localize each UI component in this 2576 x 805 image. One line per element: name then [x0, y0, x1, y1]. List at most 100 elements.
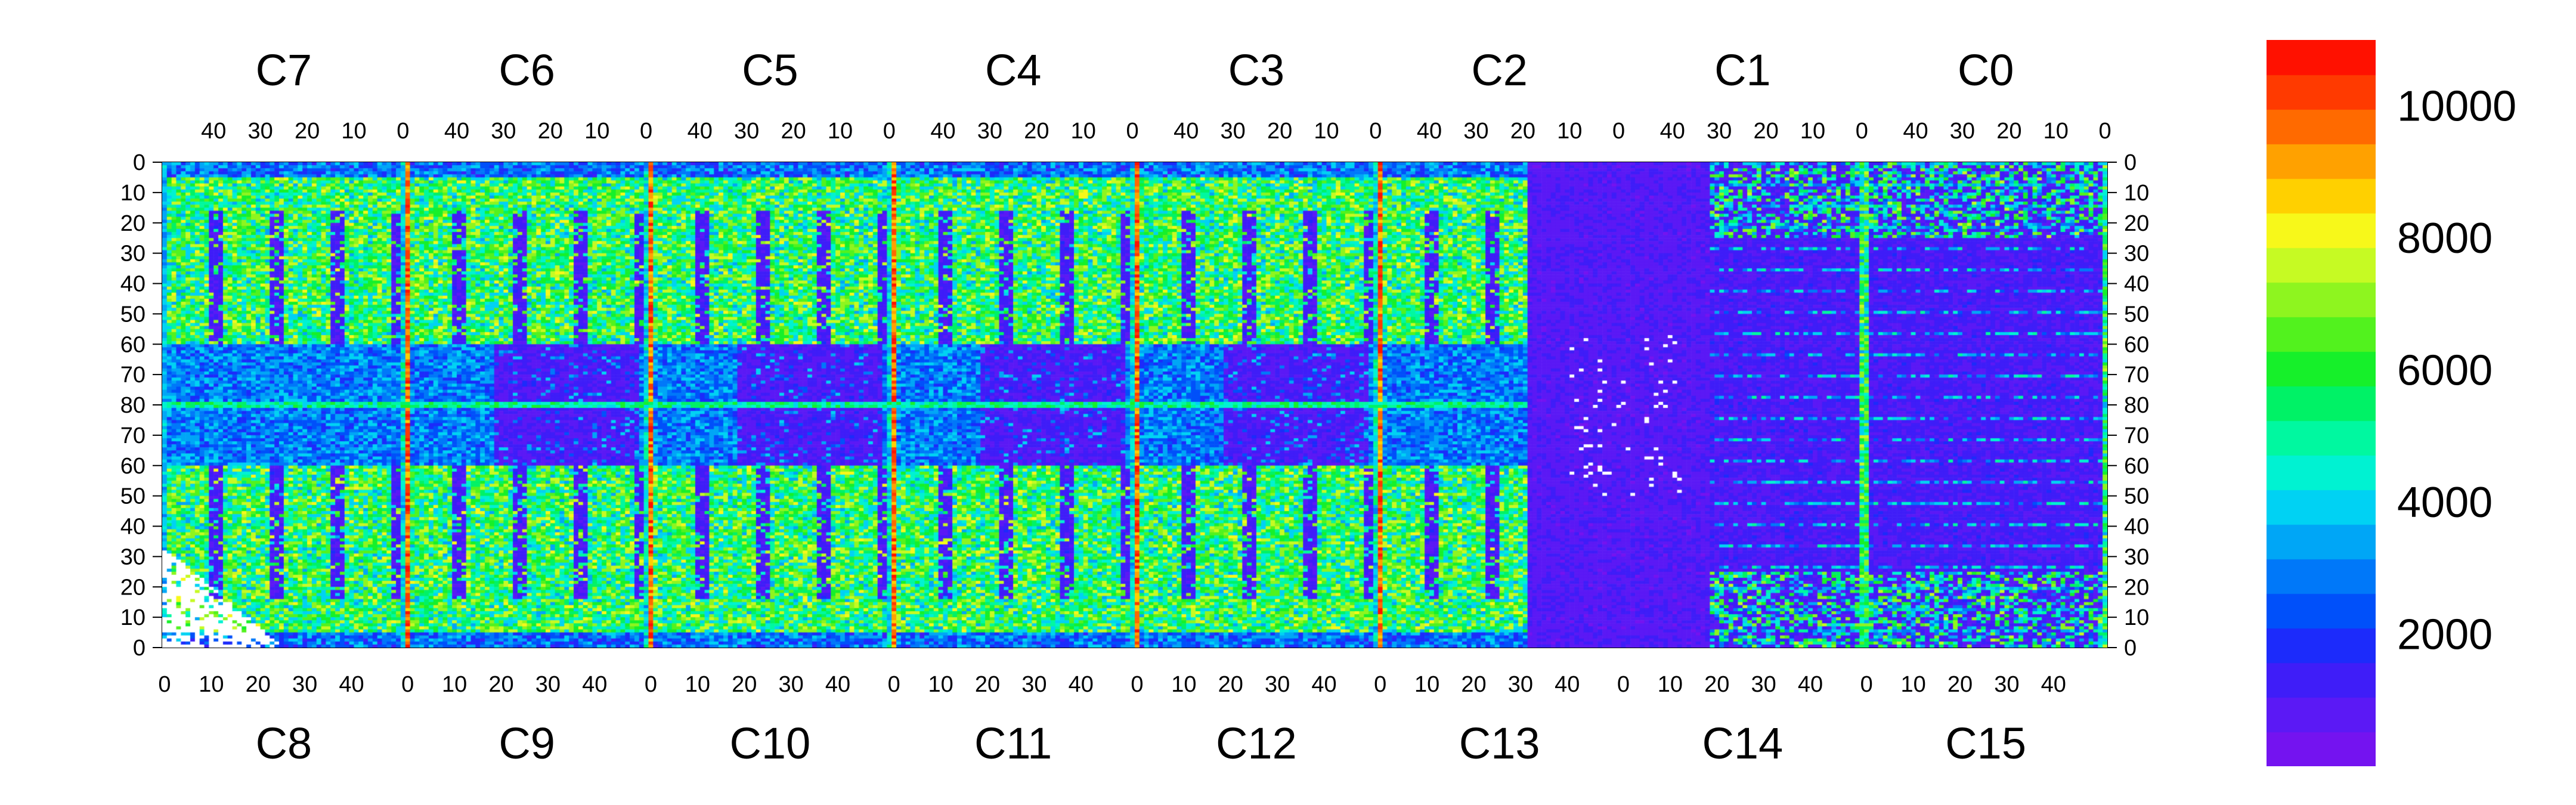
- top-tick-label: 0: [1856, 119, 1868, 144]
- top-tick-label: 30: [977, 119, 1002, 144]
- bottom-tick-label: 0: [1374, 672, 1386, 697]
- left-tick-label: 60: [120, 332, 145, 357]
- chip-label-top: C6: [499, 45, 555, 95]
- bottom-tick-label: 40: [339, 672, 364, 697]
- bottom-tick-label: 40: [825, 672, 850, 697]
- left-tick-label: 60: [120, 454, 145, 479]
- top-tick-label: 30: [1707, 119, 1732, 144]
- chip-label-bottom: C10: [729, 719, 810, 768]
- right-tick-label: 30: [2124, 242, 2149, 267]
- bottom-tick-label: 10: [1414, 672, 1439, 697]
- right-tick-label: 70: [2124, 423, 2149, 448]
- chip-label-bottom: C13: [1459, 719, 1540, 768]
- left-tick-label: 50: [120, 302, 145, 327]
- bottom-tick-label: 40: [1555, 672, 1580, 697]
- top-tick-label: 20: [1753, 119, 1778, 144]
- bottom-tick-label: 10: [1171, 672, 1196, 697]
- left-tick-label: 20: [120, 211, 145, 236]
- top-tick-label: 10: [341, 119, 366, 144]
- bottom-tick-label: 0: [1617, 672, 1630, 697]
- bottom-tick-label: 30: [779, 672, 804, 697]
- bottom-tick-label: 10: [1900, 672, 1925, 697]
- bottom-tick-label: 20: [1461, 672, 1486, 697]
- bottom-tick-label: 40: [1069, 672, 1094, 697]
- bottom-tick-label: 10: [685, 672, 710, 697]
- left-tick-label: 10: [120, 181, 145, 206]
- bottom-tick-label: 0: [401, 672, 414, 697]
- bottom-tick-label: 10: [928, 672, 953, 697]
- right-tick-label: 10: [2124, 605, 2149, 630]
- bottom-tick-label: 40: [1798, 672, 1823, 697]
- top-tick-label: 40: [444, 119, 469, 144]
- right-tick-label: 30: [2124, 544, 2149, 569]
- chip-label-bottom: C11: [974, 719, 1052, 768]
- right-tick-label: 20: [2124, 575, 2149, 600]
- top-tick-label: 40: [930, 119, 955, 144]
- bottom-tick-label: 40: [1311, 672, 1336, 697]
- right-tick-label: 20: [2124, 211, 2149, 236]
- top-tick-label: 30: [491, 119, 516, 144]
- left-tick-label: 30: [120, 242, 145, 267]
- bottom-tick-label: 20: [1218, 672, 1243, 697]
- top-tick-label: 10: [2044, 119, 2069, 144]
- right-tick-label: 0: [2124, 636, 2137, 661]
- top-tick-label: 40: [201, 119, 226, 144]
- top-tick-label: 30: [1463, 119, 1488, 144]
- top-tick-label: 0: [2099, 119, 2111, 144]
- right-tick-label: 40: [2124, 272, 2149, 297]
- bottom-tick-label: 30: [1751, 672, 1776, 697]
- top-tick-label: 10: [1314, 119, 1339, 144]
- left-tick-label: 80: [120, 393, 145, 418]
- colorbar-tick-label: 2000: [2397, 611, 2493, 659]
- right-tick-label: 80: [2124, 393, 2149, 418]
- right-tick-label: 60: [2124, 454, 2149, 479]
- top-tick-label: 10: [584, 119, 609, 144]
- left-axis: 0 10 20 30 40 50 60 70 80 70 60 50 40 30 20 10 0: [120, 150, 162, 661]
- right-tick-label: 40: [2124, 515, 2149, 540]
- chip-label-top: C3: [1228, 45, 1285, 95]
- left-tick-label: 70: [120, 423, 145, 448]
- top-tick-label: 30: [1221, 119, 1246, 144]
- bottom-tick-label: 30: [1994, 672, 2019, 697]
- top-axis: 40 30 20 10 0 40 30 20 10 0 40 30 20 10 0 40 30 20 10 0 40 30…: [166, 119, 2111, 171]
- colorbar: [2267, 40, 2376, 766]
- bottom-tick-label: 40: [582, 672, 607, 697]
- left-tick-label: 40: [120, 272, 145, 297]
- top-tick-label: 20: [538, 119, 563, 144]
- bottom-chip-labels: C8 C9 C10 C11 C12 C13 C14 C15: [256, 719, 2026, 768]
- bottom-tick-label: 20: [488, 672, 513, 697]
- top-tick-label: 40: [1903, 119, 1928, 144]
- top-tick-label: 30: [1950, 119, 1975, 144]
- top-tick-label: 10: [828, 119, 853, 144]
- top-tick-label: 0: [397, 119, 409, 144]
- bottom-tick-label: 0: [1131, 672, 1143, 697]
- bottom-tick-label: 10: [199, 672, 224, 697]
- top-chip-labels: C7 C6 C5 C4 C3 C2 C1 C0: [256, 45, 2014, 95]
- top-tick-label: 20: [295, 119, 320, 144]
- chip-label-bottom: C14: [1702, 719, 1783, 768]
- bottom-tick-label: 30: [292, 672, 317, 697]
- top-tick-label: 0: [1612, 119, 1625, 144]
- chip-label-bottom: C8: [256, 719, 312, 768]
- colorbar-tick-label: 10000: [2397, 83, 2516, 131]
- left-tick-label: 20: [120, 575, 145, 600]
- left-tick-label: 40: [120, 515, 145, 540]
- bottom-tick-label: 0: [1860, 672, 1873, 697]
- chip-label-bottom: C12: [1216, 719, 1297, 768]
- top-tick-label: 10: [1557, 119, 1582, 144]
- right-tick-label: 70: [2124, 363, 2149, 388]
- chip-label-top: C1: [1714, 45, 1771, 95]
- bottom-tick-label: 0: [158, 672, 171, 697]
- bottom-tick-label: 30: [1508, 672, 1533, 697]
- chip-label-top: C7: [256, 45, 312, 95]
- bottom-tick-label: 10: [1658, 672, 1683, 697]
- top-tick-label: 20: [1024, 119, 1049, 144]
- bottom-tick-label: 40: [2041, 672, 2066, 697]
- right-axis: 0 10 20 30 40 50 60 70 80 70 60 50 40 30 20 10 0: [2107, 150, 2149, 661]
- bottom-tick-label: 20: [1948, 672, 1973, 697]
- colorbar-tick-label: 6000: [2397, 347, 2493, 395]
- left-tick-label: 30: [120, 544, 145, 569]
- top-tick-label: 30: [734, 119, 759, 144]
- right-tick-label: 10: [2124, 181, 2149, 206]
